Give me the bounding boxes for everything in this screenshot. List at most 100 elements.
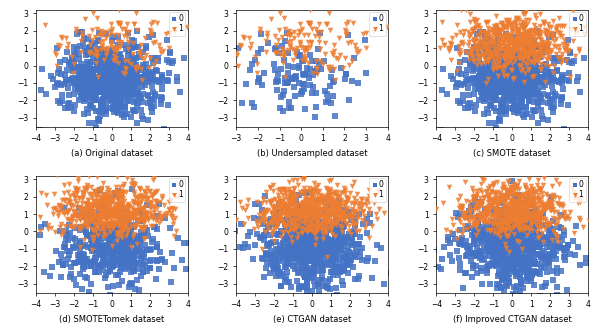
Point <box>292 206 302 211</box>
Point <box>284 28 293 33</box>
Point <box>555 31 565 36</box>
Point <box>559 233 569 238</box>
Point <box>506 199 515 204</box>
Point <box>277 201 287 206</box>
Point <box>530 262 539 267</box>
Point <box>276 284 286 289</box>
Point <box>494 81 503 86</box>
Point <box>445 252 455 257</box>
Point <box>317 270 326 275</box>
Point <box>124 88 133 94</box>
Point <box>496 222 506 227</box>
Point <box>318 284 328 289</box>
Point <box>503 222 513 227</box>
Point <box>112 210 122 215</box>
Point <box>438 67 448 72</box>
Point <box>322 216 331 221</box>
Point <box>304 273 314 278</box>
Point <box>310 115 320 120</box>
Point <box>481 47 491 52</box>
Point <box>289 210 299 215</box>
Point <box>104 199 114 204</box>
Point <box>536 46 545 52</box>
Point <box>76 61 86 67</box>
Point <box>556 243 565 248</box>
Point <box>554 43 564 48</box>
Point <box>291 207 301 212</box>
Point <box>314 34 323 39</box>
Point <box>275 273 285 279</box>
Point <box>109 105 118 110</box>
Point <box>526 211 535 216</box>
Point <box>312 254 322 259</box>
Point <box>508 39 517 44</box>
Point <box>473 202 483 207</box>
Point <box>517 54 527 59</box>
Point <box>116 76 125 81</box>
Point <box>161 32 170 37</box>
Point <box>502 111 511 117</box>
Point <box>284 187 294 192</box>
Point <box>525 215 535 220</box>
Point <box>484 220 493 225</box>
Point <box>319 238 328 243</box>
Point <box>67 218 76 223</box>
Point <box>295 229 304 234</box>
Point <box>116 104 126 110</box>
Point <box>515 274 525 279</box>
Point <box>63 105 73 110</box>
Point <box>120 65 130 70</box>
Point <box>131 224 140 229</box>
Point <box>51 52 61 57</box>
Point <box>118 253 128 258</box>
Point <box>321 201 331 206</box>
Point <box>509 102 518 107</box>
Point <box>91 67 101 72</box>
Point <box>88 203 98 208</box>
Point <box>298 259 308 265</box>
Point <box>87 40 97 45</box>
Point <box>313 199 322 204</box>
Point <box>265 270 275 275</box>
Point <box>119 93 128 98</box>
Point <box>157 96 166 101</box>
Point <box>74 258 84 263</box>
Point <box>267 212 277 217</box>
Point <box>522 37 532 43</box>
Point <box>513 58 523 63</box>
Point <box>280 189 290 194</box>
Point <box>487 202 496 207</box>
Point <box>493 179 502 184</box>
Point <box>296 240 305 245</box>
Point <box>316 261 326 266</box>
Point <box>151 79 161 84</box>
Point <box>135 240 145 246</box>
Point <box>308 27 317 32</box>
Point <box>489 33 499 38</box>
Point <box>536 254 545 260</box>
Point <box>535 93 545 98</box>
Point <box>512 271 522 276</box>
Point <box>571 252 580 257</box>
Point <box>557 202 567 207</box>
Point <box>127 235 136 240</box>
Point <box>521 34 530 40</box>
Point <box>512 216 521 222</box>
Point <box>275 201 285 206</box>
Point <box>509 106 518 111</box>
Point <box>118 243 127 249</box>
Point <box>271 247 281 252</box>
Point <box>515 33 525 38</box>
Point <box>492 281 502 287</box>
Point <box>532 229 542 235</box>
Point <box>509 0 519 1</box>
Point <box>505 192 514 197</box>
Point <box>281 264 290 269</box>
Point <box>504 49 514 54</box>
Point <box>127 222 137 227</box>
Point <box>110 189 120 195</box>
Point <box>293 238 303 243</box>
Point <box>511 218 521 223</box>
Point <box>263 207 273 212</box>
Point <box>331 233 340 239</box>
